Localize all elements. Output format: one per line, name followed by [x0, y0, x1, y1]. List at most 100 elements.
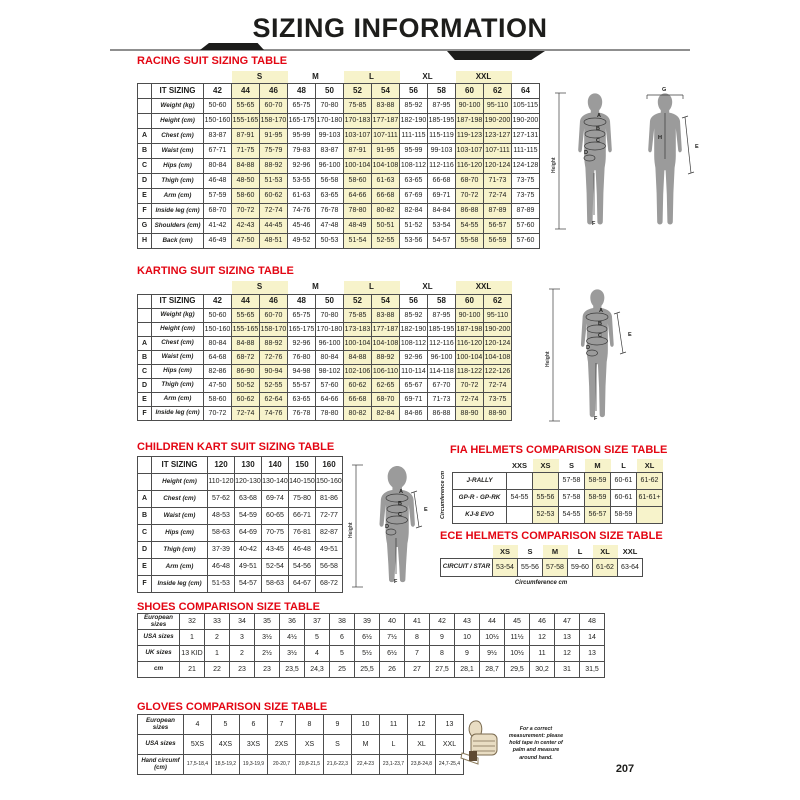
value-cell: 4	[183, 714, 212, 735]
value-cell: 8	[429, 645, 455, 662]
value-cell: 12	[529, 629, 555, 646]
value-cell: 31,5	[579, 661, 605, 678]
value-cell: 37	[304, 613, 330, 630]
value-cell: 170-183	[343, 113, 372, 129]
value-cell: 177-187	[371, 322, 400, 337]
row-letter-cell: E	[137, 188, 152, 204]
row-label-cell: European sizes	[137, 714, 184, 735]
value-cell: 103-107	[455, 143, 484, 159]
value-cell: 46	[529, 613, 555, 630]
children-body-diagram: Height A B C D E F	[348, 464, 428, 588]
value-cell: 8	[404, 629, 430, 646]
value-cell: 70-80	[315, 308, 344, 323]
chest-measure-ellipse	[585, 312, 609, 322]
size-group-header: M	[287, 281, 344, 295]
row-label-cell: Inside leg (cm)	[151, 203, 204, 219]
value-cell: 95-110	[483, 98, 512, 114]
value-cell: 58-59	[584, 489, 611, 507]
value-cell: 60-61	[610, 472, 637, 490]
value-cell: 50-52	[231, 378, 260, 393]
size-column-header: 52	[343, 83, 372, 99]
corner-label: IT SIZING	[151, 294, 204, 309]
value-cell: 120-124	[483, 158, 512, 174]
value-cell: 43	[454, 613, 480, 630]
label-E: E	[424, 507, 428, 513]
row-label-cell: Thigh (cm)	[151, 173, 204, 189]
value-cell: 48-51	[259, 233, 288, 249]
value-cell: 13	[435, 714, 464, 735]
fia-helmets-table-title: FIA HELMETS COMPARISON SIZE TABLE	[450, 444, 668, 456]
value-cell: 155-165	[231, 322, 260, 337]
value-cell: S	[323, 734, 352, 755]
row-letter-cell	[137, 473, 152, 491]
table-row: B Waist (cm) 48-53 54-59 60-65 66-71 72-77	[137, 507, 343, 525]
value-cell: 64-68	[203, 350, 232, 365]
size-column-header: XS	[532, 459, 559, 473]
size-column-header: 60	[455, 83, 484, 99]
value-cell: 92-96	[287, 158, 316, 174]
value-cell: 5	[304, 629, 330, 646]
size-column-header: XS	[492, 545, 518, 559]
size-column-header: 54	[371, 83, 400, 99]
value-cell: 115-119	[427, 128, 456, 144]
value-cell: 69-71	[399, 392, 428, 407]
table-row: B Waist (cm) 67-71 71-75 75-79 79-83 83-87 87-9…	[137, 143, 540, 159]
label-F: F	[394, 579, 398, 585]
children-table-title: CHILDREN KART SUIT SIZING TABLE	[137, 441, 335, 453]
value-cell: 75-85	[343, 98, 372, 114]
value-cell: 60-70	[259, 98, 288, 114]
hips-measure-ellipse	[584, 141, 606, 151]
value-cell: 80-82	[343, 406, 372, 421]
value-cell: 60-62	[231, 392, 260, 407]
table-row: Height (cm) 110-120 120-130 130-140 140-150 1…	[137, 473, 343, 491]
value-cell	[532, 472, 559, 490]
group-spacer	[511, 71, 540, 84]
value-cell: 38	[329, 613, 355, 630]
label-A: A	[597, 113, 601, 119]
value-cell: 50-60	[203, 98, 232, 114]
value-cell: 88-90	[455, 406, 484, 421]
value-cell: 52-54	[261, 558, 289, 576]
value-cell: 111-115	[511, 143, 540, 159]
value-cell: 60-65	[261, 507, 289, 525]
value-cell: 57-58	[558, 472, 585, 490]
value-cell: 46-48	[203, 173, 232, 189]
value-cell: 14	[579, 629, 605, 646]
value-cell: 182-190	[399, 113, 428, 129]
racing-suit-sizing-table: S M L XL XXL IT SIZING 42 44 46 48 50 52 54 56 58 60 62 6…	[137, 71, 540, 249]
value-cell: 66-68	[371, 188, 400, 204]
label-D: D	[586, 345, 590, 351]
header-divider	[110, 49, 690, 51]
value-cell: 111-115	[399, 128, 428, 144]
value-cell: 110-120	[207, 473, 235, 491]
row-label-cell: USA sizes	[137, 734, 184, 755]
value-cell: 13	[579, 645, 605, 662]
value-cell: 72-74	[231, 406, 260, 421]
fia-table: XXS XS S M L XL J-RALLY 57-58 58-59 60-61 61-62 GP-…	[452, 459, 663, 524]
size-column-header: 48	[287, 83, 316, 99]
ece-circumference-caption: Circumference cm	[514, 580, 568, 586]
size-column-header: 42	[203, 83, 232, 99]
row-label-cell: Back (cm)	[151, 233, 204, 249]
value-cell: 21,6-22,3	[323, 754, 352, 775]
value-cell: 50-60	[203, 308, 232, 323]
value-cell: 185-195	[427, 322, 456, 337]
value-cell: 104-108	[371, 336, 400, 351]
value-cell: 87-89	[483, 203, 512, 219]
value-cell: 58-63	[207, 524, 235, 542]
ece-helmets-comparison-table: XS S M L XL XXL CIRCUIT / STAR 53-54 55-56 57-58 5…	[440, 545, 643, 577]
value-cell: 45-46	[287, 218, 316, 234]
value-cell: 185-195	[427, 113, 456, 129]
value-cell: 58-60	[343, 173, 372, 189]
label-B: B	[398, 501, 402, 507]
value-cell: 48-53	[207, 507, 235, 525]
value-cell: 170-180	[315, 113, 344, 129]
value-cell: 88-90	[483, 406, 512, 421]
value-cell: 24,3	[304, 661, 330, 678]
value-cell: 78-80	[315, 406, 344, 421]
value-cell: 51-53	[207, 575, 235, 593]
row-letter-cell: C	[137, 524, 152, 542]
size-column-header: 46	[259, 294, 288, 309]
value-cell: 52-55	[259, 378, 288, 393]
value-cell: 158-170	[259, 113, 288, 129]
